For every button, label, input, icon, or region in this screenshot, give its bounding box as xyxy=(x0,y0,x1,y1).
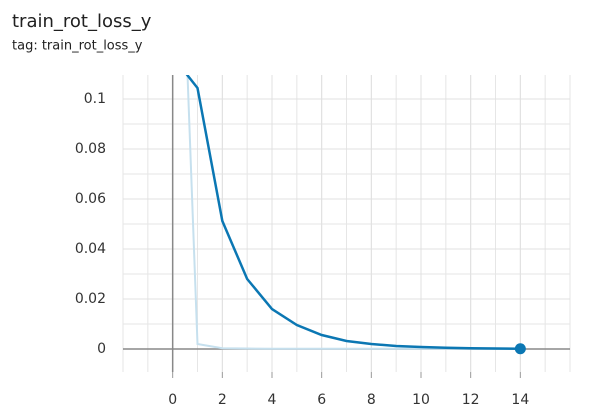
x-tick-label: 12 xyxy=(462,392,480,408)
y-tick-label: 0.04 xyxy=(75,241,106,257)
y-tick-label: 0.02 xyxy=(75,291,106,307)
chart-subtitle: tag: train_rot_loss_y xyxy=(12,39,143,54)
x-tick-label: 8 xyxy=(367,392,376,408)
chart-title: train_rot_loss_y xyxy=(12,11,152,32)
x-tick-label: 0 xyxy=(168,392,177,408)
y-tick-label: 0.08 xyxy=(75,141,106,157)
y-tick-label: 0 xyxy=(97,341,106,357)
x-tick-label: 4 xyxy=(268,392,277,408)
line-series xyxy=(185,75,521,350)
x-tick-label: 14 xyxy=(511,392,529,408)
plot-area xyxy=(185,75,521,350)
y-tick-label: 0.06 xyxy=(75,191,106,207)
x-tick-label: 10 xyxy=(412,392,430,408)
x-tick-label: 2 xyxy=(218,392,227,408)
last-point xyxy=(514,343,526,355)
y-tick-label: 0.1 xyxy=(84,91,106,107)
x-tick-label: 6 xyxy=(317,392,326,408)
